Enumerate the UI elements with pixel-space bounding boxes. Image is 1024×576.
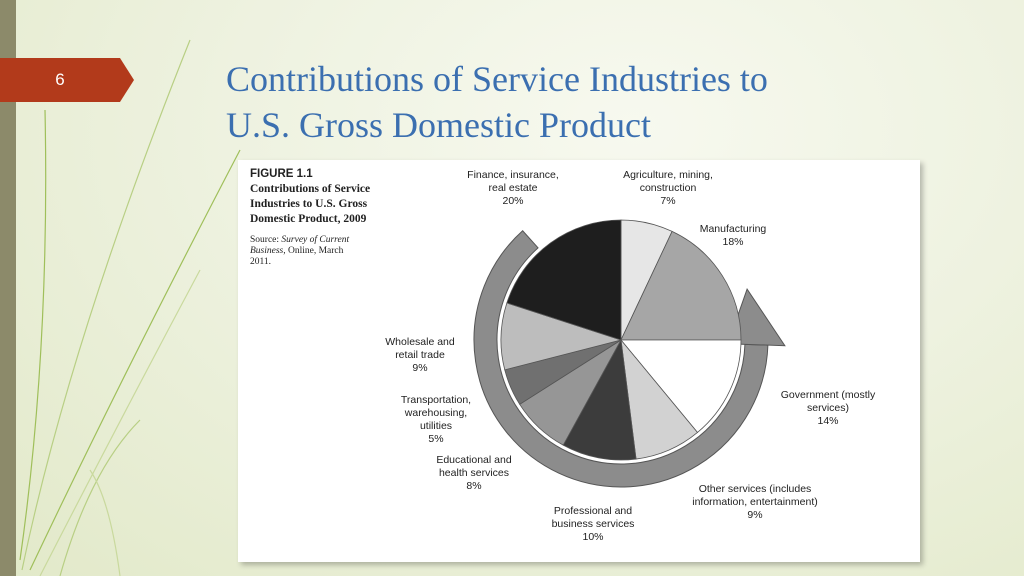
figure-panel: Agriculture, mining, construction 7% Manufa… bbox=[238, 160, 920, 562]
decor-line bbox=[89, 469, 121, 576]
figure-label: FIGURE 1.1 bbox=[250, 168, 313, 180]
figure-title: Contributions of Service Industries to U… bbox=[250, 183, 371, 225]
slice-label: Government (mostly services) 14% bbox=[781, 389, 876, 427]
figure-source-date: Online, March 2011. bbox=[250, 246, 344, 267]
slice-label: Other services (includes information, ent… bbox=[692, 483, 817, 521]
pie-slice bbox=[506, 219, 622, 341]
pie-chart: Agriculture, mining, construction 7% Manufa… bbox=[385, 169, 876, 543]
pie-slice bbox=[620, 230, 742, 341]
page-number: 6 bbox=[55, 70, 65, 89]
slide-title-line: U.S. Gross Domestic Product bbox=[226, 105, 651, 145]
slide-title: Contributions of Service Industries to U… bbox=[226, 56, 946, 148]
decor-line bbox=[19, 109, 47, 561]
slice-label: Educational and health services 8% bbox=[436, 454, 511, 492]
slice-label: Transportation, warehousing, utilities 5% bbox=[401, 394, 471, 445]
slice-label: Finance, insurance, real estate 20% bbox=[467, 169, 559, 207]
slice-label: Manufacturing 18% bbox=[700, 223, 767, 248]
pie-slice bbox=[620, 339, 742, 434]
slide-title-line: Contributions of Service Industries to bbox=[226, 59, 768, 99]
circular-arrow-body bbox=[473, 230, 769, 488]
figure-caption: FIGURE 1.1 Contributions of Service Indu… bbox=[250, 168, 390, 268]
decor-line bbox=[39, 269, 201, 576]
decor-line bbox=[21, 39, 191, 571]
decor-line bbox=[59, 419, 141, 576]
decor-line bbox=[29, 149, 241, 571]
figure-source-prefix: Source: bbox=[250, 235, 282, 245]
figure-source-publication: Survey of Current Business, bbox=[250, 235, 350, 256]
figure-source: Source: Survey of Current Business, Onli… bbox=[250, 235, 362, 268]
slice-label: Professional and business services 10% bbox=[552, 505, 635, 543]
page-number-tab bbox=[0, 58, 134, 102]
pie-slice bbox=[562, 338, 637, 461]
slice-label: Agriculture, mining, construction 7% bbox=[623, 169, 713, 207]
left-accent-bar bbox=[0, 0, 16, 576]
slice-label: Wholesale and retail trade 9% bbox=[385, 336, 455, 374]
